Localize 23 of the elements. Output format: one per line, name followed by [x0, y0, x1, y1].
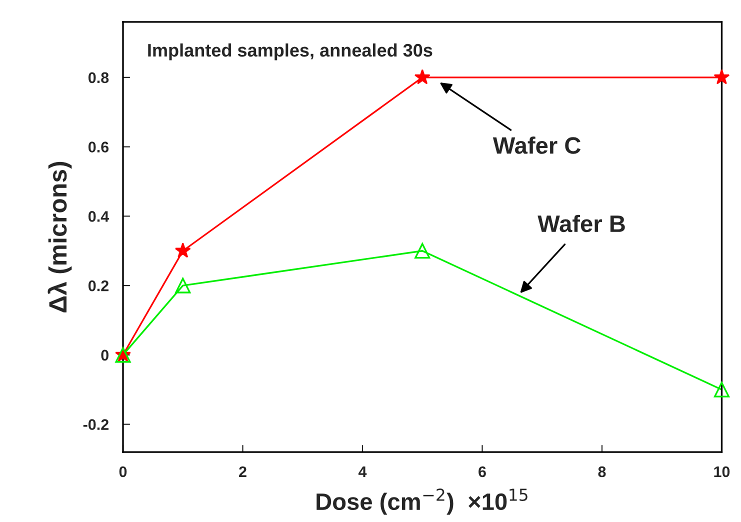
point	[175, 278, 191, 294]
point	[414, 243, 430, 259]
point	[414, 69, 430, 84]
y-tick-label: 0.2	[88, 280, 109, 292]
x-tick-label: 10	[714, 466, 730, 478]
x-tick-label: 2	[239, 466, 246, 478]
y-axis-title: Δλ (microns)	[48, 162, 72, 312]
y-tick-label: 0.4	[88, 211, 110, 222]
annotation: Wafer C	[492, 136, 581, 154]
x-axis-title: Dose (cm$^{−2}$) ×10$^{15}$	[316, 488, 528, 515]
x-tick-label: 4	[358, 466, 367, 478]
point	[714, 382, 730, 398]
x-tick-label: 8	[598, 466, 606, 478]
x-tick-label: 6	[478, 466, 486, 478]
x-tick-label: 0	[119, 466, 127, 478]
point	[174, 242, 191, 258]
y-tick-label: 0.8	[88, 72, 109, 84]
annotation: Implanted samples, annealed 30s	[148, 43, 432, 60]
y-tick-label: 0.6	[88, 142, 109, 152]
y-tick-label: 0	[101, 350, 108, 361]
point	[714, 69, 730, 84]
y-tick-label: -0.2	[83, 419, 109, 430]
annotation: Wafer B	[538, 214, 625, 232]
